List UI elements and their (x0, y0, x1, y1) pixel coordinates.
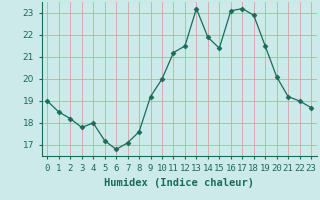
X-axis label: Humidex (Indice chaleur): Humidex (Indice chaleur) (104, 178, 254, 188)
